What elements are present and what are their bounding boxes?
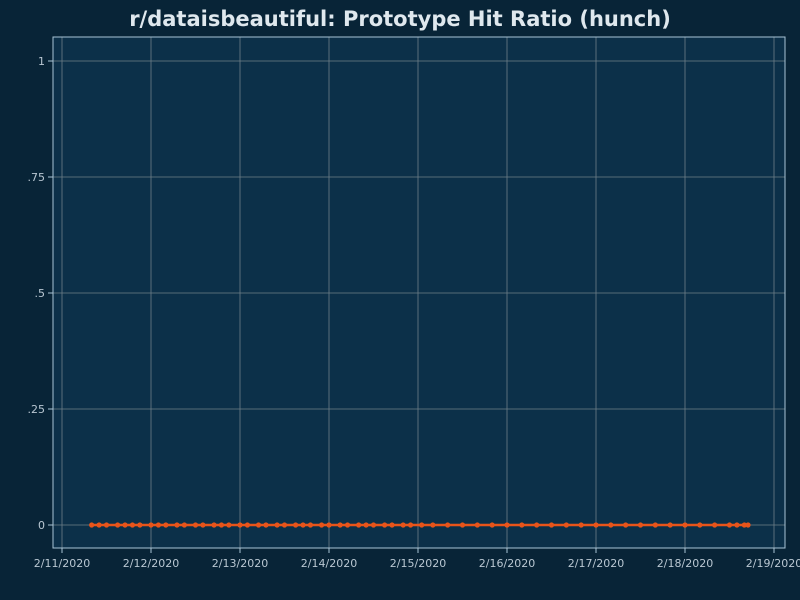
- data-point: [593, 522, 599, 528]
- y-tick-label: 1: [38, 55, 45, 68]
- data-point: [274, 522, 280, 528]
- data-point: [519, 522, 525, 528]
- x-tick-label: 2/15/2020: [390, 557, 446, 570]
- data-point: [363, 522, 369, 528]
- data-point: [745, 522, 751, 528]
- data-point: [637, 522, 644, 528]
- axes: 0 .25 .5 .75 1 2/11/2020 2/12/2020 2/13/2020 2/1…: [28, 55, 800, 570]
- data-point: [474, 522, 480, 528]
- data-point: [382, 522, 388, 528]
- data-point: [407, 522, 414, 528]
- x-tick-label: 2/13/2020: [212, 557, 268, 570]
- x-tick-label: 2/11/2020: [34, 557, 90, 570]
- data-point: [96, 522, 102, 528]
- data-point: [419, 522, 425, 528]
- data-point: [389, 522, 395, 528]
- x-tick-label: 2/17/2020: [568, 557, 624, 570]
- data-point: [200, 522, 206, 528]
- x-tick-label: 2/16/2020: [479, 557, 535, 570]
- data-point: [489, 522, 495, 528]
- data-point: [244, 522, 251, 528]
- data-point: [115, 522, 121, 528]
- data-point: [226, 522, 232, 528]
- data-point: [667, 522, 673, 528]
- gridlines: [53, 37, 785, 548]
- data-point: [459, 522, 466, 528]
- data-point: [122, 522, 128, 528]
- data-point: [430, 522, 436, 528]
- data-point: [218, 522, 225, 528]
- data-point: [400, 522, 406, 528]
- data-point: [181, 522, 187, 528]
- data-point: [563, 522, 569, 528]
- data-point: [337, 522, 343, 528]
- data-point: [356, 522, 362, 528]
- data-point: [89, 522, 95, 528]
- data-point: [712, 522, 718, 528]
- x-tick-label: 2/18/2020: [657, 557, 713, 570]
- chart-title: r/dataisbeautiful: Prototype Hit Ratio (…: [129, 7, 671, 31]
- data-point: [548, 522, 555, 528]
- data-point: [148, 522, 154, 528]
- y-tick-label: .5: [35, 287, 46, 300]
- data-point: [255, 522, 262, 528]
- y-tick-label: .75: [28, 171, 46, 184]
- x-tick-label: 2/14/2020: [301, 557, 357, 570]
- data-point: [129, 522, 136, 528]
- data-point: [344, 522, 351, 528]
- data-point: [155, 522, 162, 528]
- data-point: [163, 522, 169, 528]
- x-tick-label: 2/19/2020: [746, 557, 800, 570]
- data-point: [211, 522, 217, 528]
- data-point: [623, 522, 629, 528]
- data-point: [103, 522, 110, 528]
- data-point: [263, 522, 269, 528]
- data-point: [137, 522, 143, 528]
- data-point: [293, 522, 299, 528]
- data-point: [726, 522, 733, 528]
- data-point: [237, 522, 243, 528]
- x-tick-label: 2/12/2020: [123, 557, 179, 570]
- data-point: [534, 522, 540, 528]
- data-point: [697, 522, 703, 528]
- data-point: [174, 522, 180, 528]
- data-point: [741, 522, 747, 528]
- data-point: [307, 522, 314, 528]
- data-point: [370, 522, 377, 528]
- data-series: [89, 522, 751, 528]
- data-point: [326, 522, 332, 528]
- data-point: [281, 522, 288, 528]
- plot-border: [52, 36, 786, 549]
- data-point: [318, 522, 325, 528]
- data-point: [734, 522, 740, 528]
- y-tick-label: 0: [38, 519, 45, 532]
- plot-area: [53, 37, 785, 548]
- data-point: [652, 522, 658, 528]
- data-point: [445, 522, 451, 528]
- data-point: [578, 522, 584, 528]
- y-tick-label: .25: [28, 403, 46, 416]
- data-point: [504, 522, 510, 528]
- data-point: [608, 522, 614, 528]
- data-point: [682, 522, 688, 528]
- data-point: [300, 522, 306, 528]
- data-point: [192, 522, 199, 528]
